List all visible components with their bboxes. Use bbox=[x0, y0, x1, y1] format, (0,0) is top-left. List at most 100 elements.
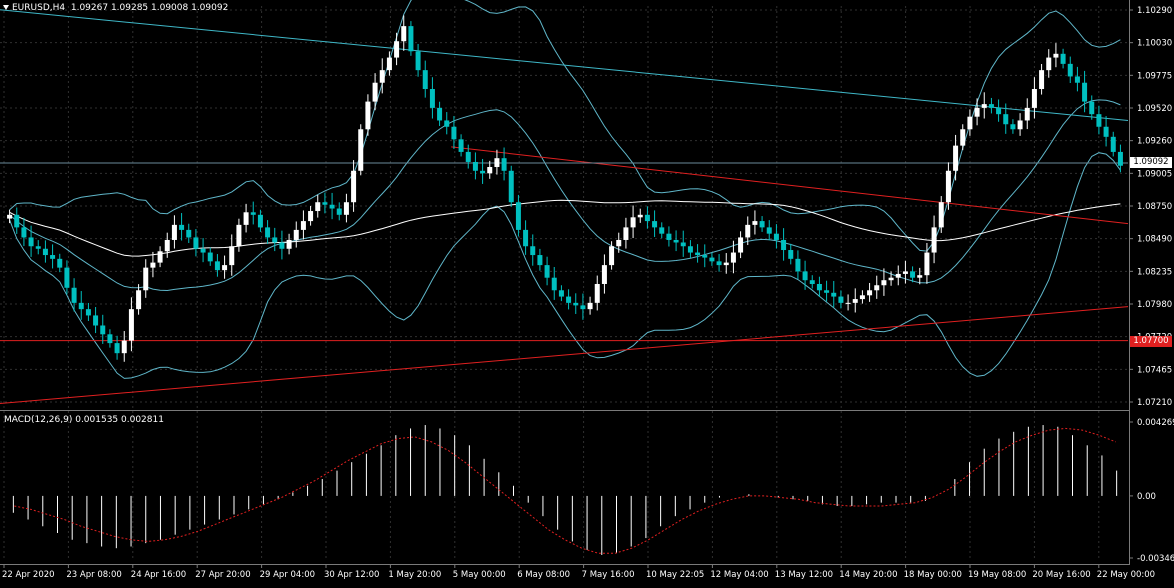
time-axis-label: 13 May 12:00 bbox=[775, 570, 833, 580]
bollinger-middle bbox=[9, 99, 1121, 292]
candle-bear bbox=[838, 296, 844, 303]
candle-bear bbox=[214, 261, 220, 271]
candle-bull bbox=[136, 290, 142, 310]
candle-bear bbox=[695, 252, 701, 256]
candle-bear bbox=[523, 229, 529, 247]
time-axis-label: 23 Apr 08:00 bbox=[66, 570, 121, 580]
candle-bull bbox=[931, 227, 937, 253]
candle-bear bbox=[329, 204, 335, 209]
candle-bull bbox=[487, 167, 493, 174]
triangle-down-icon[interactable] bbox=[3, 5, 9, 10]
candle-bear bbox=[795, 258, 801, 272]
candle-bull bbox=[960, 129, 966, 146]
candle-bull bbox=[293, 229, 299, 240]
candle-bull bbox=[967, 116, 973, 130]
candle-bull bbox=[1024, 107, 1030, 121]
candle-bear bbox=[50, 255, 56, 259]
candle-bear bbox=[1003, 114, 1009, 125]
candle-bear bbox=[687, 246, 693, 253]
candle-bull bbox=[1039, 70, 1045, 90]
candle-bull bbox=[7, 214, 13, 219]
price-axis-label: 1.07210 bbox=[1137, 398, 1172, 408]
price-axis-label: 1.10030 bbox=[1137, 39, 1172, 49]
candle-bull bbox=[852, 299, 858, 303]
price-axis-label: 1.09775 bbox=[1137, 71, 1172, 81]
candle-bear bbox=[422, 70, 428, 90]
candle-bull bbox=[1017, 120, 1023, 130]
time-axis-label: 22 May 00:00 bbox=[1097, 570, 1155, 580]
candle-bull bbox=[867, 290, 873, 296]
candle-bull bbox=[881, 280, 887, 286]
candle-bear bbox=[515, 202, 521, 230]
candle-bull bbox=[401, 26, 407, 42]
candle-bear bbox=[322, 202, 328, 205]
macd-axis-label: 0.004269 bbox=[1137, 418, 1174, 428]
candle-bear bbox=[272, 237, 278, 243]
time-axis-label: 27 Apr 20:00 bbox=[195, 570, 250, 580]
trendline-red-descending bbox=[451, 146, 1129, 225]
candle-bear bbox=[702, 255, 708, 258]
candle-bear bbox=[644, 214, 650, 222]
time-axis-label: 29 Apr 04:00 bbox=[260, 570, 315, 580]
candle-bull bbox=[171, 224, 177, 240]
candle-bull bbox=[494, 158, 500, 168]
candle-bear bbox=[508, 170, 514, 203]
candle-bear bbox=[773, 233, 779, 240]
time-axis-label: 5 May 00:00 bbox=[453, 570, 506, 580]
time-axis-label: 19 May 08:00 bbox=[968, 570, 1026, 580]
macd-signal-line bbox=[14, 427, 1116, 554]
price-axis-label: 1.09260 bbox=[1137, 137, 1172, 147]
candle-bear bbox=[551, 277, 557, 291]
candle-bull bbox=[752, 221, 758, 225]
candle-bear bbox=[530, 246, 536, 256]
candle-bull bbox=[164, 239, 170, 252]
time-axis-label: 30 Apr 12:00 bbox=[324, 570, 379, 580]
candle-bull bbox=[859, 295, 865, 300]
candle-bear bbox=[666, 233, 672, 240]
candle-bull bbox=[594, 283, 600, 303]
candle-bull bbox=[953, 145, 959, 171]
candle-bear bbox=[802, 271, 808, 281]
candle-bear bbox=[64, 267, 70, 288]
candle-bull bbox=[723, 262, 729, 266]
candle-bull bbox=[738, 237, 744, 253]
trendline-cyan-descending bbox=[0, 9, 1129, 121]
candle-bear bbox=[100, 325, 106, 335]
candle-bear bbox=[257, 214, 263, 228]
candle-bear bbox=[759, 221, 765, 228]
macd-axis-label: 0.00 bbox=[1137, 492, 1156, 502]
candle-bear bbox=[1089, 101, 1095, 115]
candle-bear bbox=[85, 309, 91, 316]
candle-bear bbox=[809, 280, 815, 284]
candle-bear bbox=[35, 246, 41, 249]
candle-bear bbox=[444, 120, 450, 127]
candle-bear bbox=[415, 51, 421, 71]
candle-bear bbox=[1010, 124, 1016, 130]
bollinger-upper bbox=[9, 0, 1121, 252]
time-axis-label: 20 May 16:00 bbox=[1032, 570, 1090, 580]
candle-bear bbox=[71, 287, 77, 303]
candle-bear bbox=[451, 126, 457, 140]
candle-bull bbox=[745, 224, 751, 238]
candle-bear bbox=[580, 305, 586, 310]
candle-bear bbox=[652, 221, 658, 228]
price-axis-label: 1.09520 bbox=[1137, 104, 1172, 114]
time-axis-label: 6 May 08:00 bbox=[517, 570, 570, 580]
time-axis-label: 18 May 00:00 bbox=[904, 570, 962, 580]
candle-bull bbox=[637, 214, 643, 218]
candle-bear bbox=[336, 208, 342, 215]
price-axis-label: 1.09005 bbox=[1137, 169, 1172, 179]
price-axis-label: 1.08750 bbox=[1137, 202, 1172, 212]
candle-bear bbox=[465, 151, 471, 162]
time-axis-label: 7 May 16:00 bbox=[582, 570, 635, 580]
candle-bull bbox=[121, 340, 127, 354]
candle-bear bbox=[28, 237, 34, 247]
candle-bear bbox=[200, 248, 206, 253]
candle-bull bbox=[587, 302, 593, 310]
candle-bear bbox=[207, 252, 213, 262]
candle-bull bbox=[243, 212, 249, 225]
candle-bear bbox=[680, 242, 686, 247]
candle-bear bbox=[179, 224, 185, 230]
